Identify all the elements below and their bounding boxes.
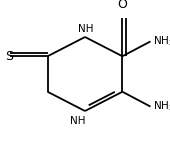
- Text: NH: NH: [70, 116, 86, 126]
- Text: NH$_2$: NH$_2$: [153, 34, 170, 48]
- Text: O: O: [117, 0, 127, 11]
- Text: NH$_2$: NH$_2$: [153, 100, 170, 114]
- Text: NH: NH: [78, 24, 94, 34]
- Text: S: S: [5, 50, 13, 63]
